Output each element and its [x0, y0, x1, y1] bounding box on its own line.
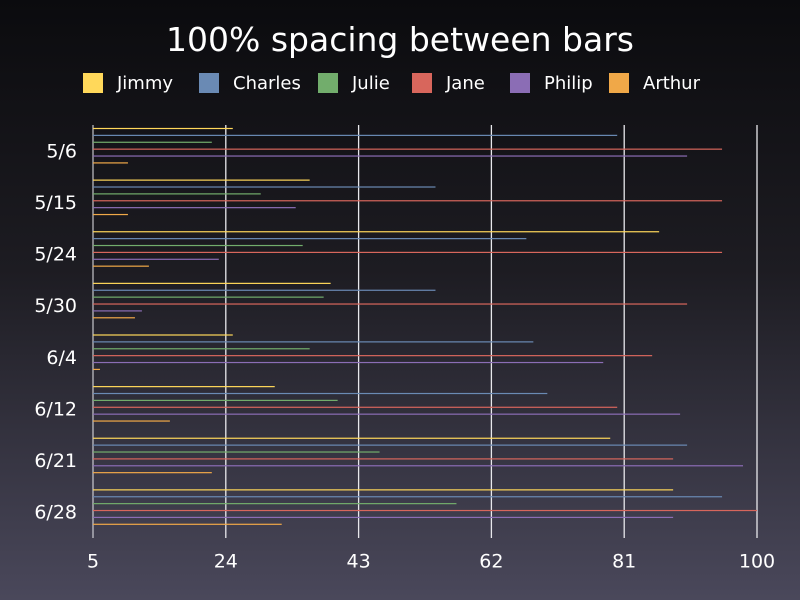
y-tick-label: 6/12: [34, 398, 77, 420]
bar-arthur-5-15: [93, 213, 128, 216]
bar-charles-5-24: [93, 238, 527, 240]
bar-jane-6-21: [93, 458, 674, 460]
bar-julie-6-21: [93, 451, 380, 453]
bar-jimmy-6-28: [93, 489, 674, 491]
legend-item-jimmy: Jimmy: [83, 70, 173, 96]
bar-jimmy-5-6: [93, 127, 233, 130]
x-tick-label: 24: [214, 551, 238, 573]
bar-charles-6-21: [93, 444, 688, 446]
legend-swatch: [609, 73, 629, 93]
legend-item-julie: Julie: [318, 70, 390, 96]
legend-label: Jimmy: [117, 72, 174, 94]
legend-item-charles: Charles: [199, 70, 301, 96]
x-tick-label: 100: [739, 551, 775, 573]
legend-label: Philip: [544, 72, 593, 94]
y-tick-label: 5/15: [34, 192, 77, 214]
bar-arthur-5-24: [93, 265, 149, 267]
x-tick-label: 5: [87, 551, 99, 573]
legend-swatch: [199, 73, 219, 93]
bar-philip-6-21: [93, 465, 744, 467]
y-tick-label: 5/6: [46, 140, 77, 162]
bar-charles-6-28: [93, 496, 723, 498]
bar-arthur-6-12: [93, 420, 170, 422]
bar-charles-5-6: [93, 134, 618, 136]
legend-swatch: [83, 73, 103, 93]
bar-charles-6-12: [93, 392, 548, 395]
bar-philip-6-28: [93, 516, 674, 519]
bar-julie-6-28: [93, 503, 457, 505]
bar-arthur-5-30: [93, 317, 135, 319]
bar-julie-5-30: [93, 296, 324, 298]
y-tick-label: 6/28: [34, 502, 77, 524]
bar-jimmy-5-30: [93, 282, 331, 284]
legend-item-philip: Philip: [510, 70, 593, 96]
bar-charles-5-30: [93, 289, 436, 291]
bar-philip-5-15: [93, 207, 296, 209]
bar-jimmy-6-12: [93, 386, 275, 388]
y-tick-label: 6/4: [46, 347, 77, 369]
bar-jane-5-6: [93, 148, 723, 150]
bar-jane-5-15: [93, 200, 723, 202]
bar-jimmy-6-21: [93, 437, 611, 439]
chart-title: 100% spacing between bars: [166, 20, 634, 59]
bar-jane-6-12: [93, 406, 618, 408]
y-tick-label: 5/30: [34, 295, 77, 317]
bar-philip-5-30: [93, 310, 142, 312]
legend-swatch: [412, 73, 432, 93]
legend-item-arthur: Arthur: [609, 70, 700, 96]
bar-jane-5-24: [93, 251, 723, 253]
bar-charles-5-15: [93, 186, 436, 188]
bar-arthur-6-4: [93, 368, 100, 371]
bar-philip-6-4: [93, 361, 604, 364]
bar-philip-5-6: [93, 155, 688, 157]
legend-label: Charles: [233, 72, 301, 94]
bar-julie-5-24: [93, 244, 303, 247]
bar-julie-5-6: [93, 141, 212, 143]
bar-julie-5-15: [93, 193, 261, 195]
legend-label: Julie: [352, 72, 390, 94]
bar-julie-6-12: [93, 399, 338, 401]
y-tick-label: 5/24: [34, 244, 77, 266]
bar-arthur-6-21: [93, 472, 212, 474]
bar-jane-6-4: [93, 355, 653, 357]
x-tick-label: 62: [479, 551, 503, 573]
legend: Jimmy Charles Julie Jane Philip Arthur: [0, 70, 800, 96]
bar-jane-6-28: [93, 509, 757, 512]
bar-jimmy-5-24: [93, 231, 660, 233]
bar-julie-6-4: [93, 348, 310, 350]
x-tick-label: 81: [612, 551, 636, 573]
legend-label: Jane: [446, 72, 485, 94]
bar-charles-6-4: [93, 341, 534, 343]
bar-jimmy-6-4: [93, 334, 233, 336]
x-tick-label: 43: [347, 551, 371, 573]
bar-philip-5-24: [93, 258, 219, 260]
legend-swatch: [510, 73, 530, 93]
legend-label: Arthur: [643, 72, 700, 94]
y-tick-label: 6/21: [34, 450, 77, 472]
legend-item-jane: Jane: [412, 70, 485, 96]
legend-swatch: [318, 73, 338, 93]
bar-arthur-6-28: [93, 523, 282, 525]
bar-arthur-5-6: [93, 162, 128, 164]
bar-jane-5-30: [93, 303, 688, 305]
bar-jimmy-5-15: [93, 179, 310, 181]
bar-philip-6-12: [93, 413, 681, 415]
